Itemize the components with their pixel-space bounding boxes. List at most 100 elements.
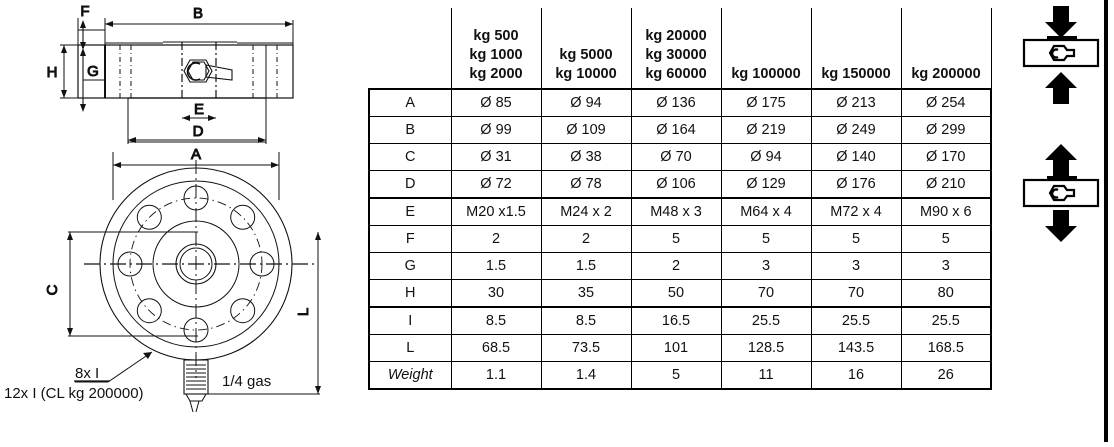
load-symbols-svg: [1022, 6, 1100, 242]
column-header-capacity-3: kg 20000 kg 30000 kg 60000: [630, 8, 722, 89]
cell-weight-col4: 11: [720, 361, 812, 390]
cell-h-col1: 30: [450, 279, 542, 308]
cell-e-col3: M48 x 3: [630, 197, 722, 226]
cell-b-col1: Ø 99: [450, 116, 542, 144]
dim-label-H: H: [47, 64, 58, 81]
cell-b-col6: Ø 299: [900, 116, 992, 144]
arrow-up-icon: [1045, 72, 1077, 104]
row-label-f: F: [368, 225, 452, 253]
cell-b-col3: Ø 164: [630, 116, 722, 144]
load-cell-top-pad: [1047, 176, 1077, 181]
row-label-d: D: [368, 170, 452, 199]
table-row: I 8.5 8.5 16.5 25.5 25.5 25.5: [368, 306, 992, 335]
cell-l-col5: 143.5: [810, 334, 902, 362]
specification-table-wrapper: kg 500 kg 1000 kg 2000 kg 5000 kg 10000 …: [368, 8, 992, 390]
cell-i-col1: 8.5: [450, 306, 542, 335]
tension-load-symbol: [1022, 144, 1100, 242]
cell-a-col1: Ø 85: [450, 88, 542, 117]
cell-h-col4: 70: [720, 279, 812, 308]
cell-d-col5: Ø 176: [810, 170, 902, 199]
dim-label-G: G: [87, 63, 99, 80]
cell-weight-col5: 16: [810, 361, 902, 390]
right-edge-divider: [1104, 0, 1108, 442]
cell-h-col3: 50: [630, 279, 722, 308]
cable-connector-icon: [1048, 184, 1076, 202]
header-row: kg 500 kg 1000 kg 2000 kg 5000 kg 10000 …: [369, 8, 992, 89]
row-label-c: C: [368, 143, 452, 171]
table-header: kg 500 kg 1000 kg 2000 kg 5000 kg 10000 …: [369, 8, 992, 89]
row-label-a: A: [368, 88, 452, 117]
cell-i-col4: 25.5: [720, 306, 812, 335]
dim-label-L: L: [295, 308, 312, 316]
cell-c-col1: Ø 31: [450, 143, 542, 171]
arrow-down-icon: [1045, 210, 1077, 242]
dim-label-E: E: [194, 101, 204, 118]
cell-l-col4: 128.5: [720, 334, 812, 362]
cell-e-col2: M24 x 2: [540, 197, 632, 226]
cell-g-col5: 3: [810, 252, 902, 280]
bolt-count-note-secondary: 12x I (CL kg 200000): [4, 385, 144, 402]
cell-h-col5: 70: [810, 279, 902, 308]
cell-f-col4: 5: [720, 225, 812, 253]
dim-label-C: C: [44, 284, 61, 295]
cell-f-col2: 2: [540, 225, 632, 253]
arrow-up-icon: [1045, 144, 1077, 176]
cell-e-col1: M20 x1.5: [450, 197, 542, 226]
cell-a-col3: Ø 136: [630, 88, 722, 117]
cell-d-col3: Ø 106: [630, 170, 722, 199]
cell-f-col3: 5: [630, 225, 722, 253]
cell-l-col2: 73.5: [540, 334, 632, 362]
cell-a-col6: Ø 254: [900, 88, 992, 117]
column-header-capacity-6: kg 200000: [900, 8, 992, 89]
column-header-capacity-5: kg 150000: [810, 8, 902, 89]
compression-load-symbol: [1022, 6, 1100, 104]
cell-i-col6: 25.5: [900, 306, 992, 335]
cell-a-col4: Ø 175: [720, 88, 812, 117]
cell-i-col5: 25.5: [810, 306, 902, 335]
dim-label-B: B: [193, 5, 203, 22]
cell-c-col2: Ø 38: [540, 143, 632, 171]
row-label-weight: Weight: [368, 361, 452, 390]
load-direction-panel: [1012, 0, 1114, 442]
cell-b-col2: Ø 109: [540, 116, 632, 144]
cell-d-col1: Ø 72: [450, 170, 542, 199]
dim-label-A: A: [191, 146, 201, 163]
load-cell-drawing-svg: F B H: [4, 3, 321, 413]
header-corner-cell: [369, 8, 451, 89]
cell-g-col1: 1.5: [450, 252, 542, 280]
cell-h-col2: 35: [540, 279, 632, 308]
cell-g-col2: 1.5: [540, 252, 632, 280]
cell-g-col6: 3: [900, 252, 992, 280]
row-label-e: E: [368, 197, 452, 226]
cell-f-col6: 5: [900, 225, 992, 253]
cell-i-col2: 8.5: [540, 306, 632, 335]
cell-g-col4: 3: [720, 252, 812, 280]
cell-f-col1: 2: [450, 225, 542, 253]
column-header-capacity-1: kg 500 kg 1000 kg 2000: [450, 8, 542, 89]
cell-c-col3: Ø 70: [630, 143, 722, 171]
thread-note: 1/4 gas: [222, 373, 271, 390]
table-row: H 30 35 50 70 70 80: [368, 279, 992, 308]
cell-i-col3: 16.5: [630, 306, 722, 335]
cell-d-col2: Ø 78: [540, 170, 632, 199]
table-row: G 1.5 1.5 2 3 3 3: [368, 252, 992, 280]
cell-e-col5: M72 x 4: [810, 197, 902, 226]
specification-table: kg 500 kg 1000 kg 2000 kg 5000 kg 10000 …: [368, 8, 992, 390]
cell-f-col5: 5: [810, 225, 902, 253]
cell-l-col6: 168.5: [900, 334, 992, 362]
arrow-down-icon: [1045, 6, 1077, 38]
cell-g-col3: 2: [630, 252, 722, 280]
column-header-capacity-2: kg 5000 kg 10000: [540, 8, 632, 89]
cell-b-col4: Ø 219: [720, 116, 812, 144]
table-row: E M20 x1.5 M24 x 2 M48 x 3 M64 x 4 M72 x 4 M90…: [368, 197, 992, 226]
cell-b-col5: Ø 249: [810, 116, 902, 144]
technical-drawing-panel: F B H: [0, 0, 345, 442]
cell-c-col6: Ø 170: [900, 143, 992, 171]
